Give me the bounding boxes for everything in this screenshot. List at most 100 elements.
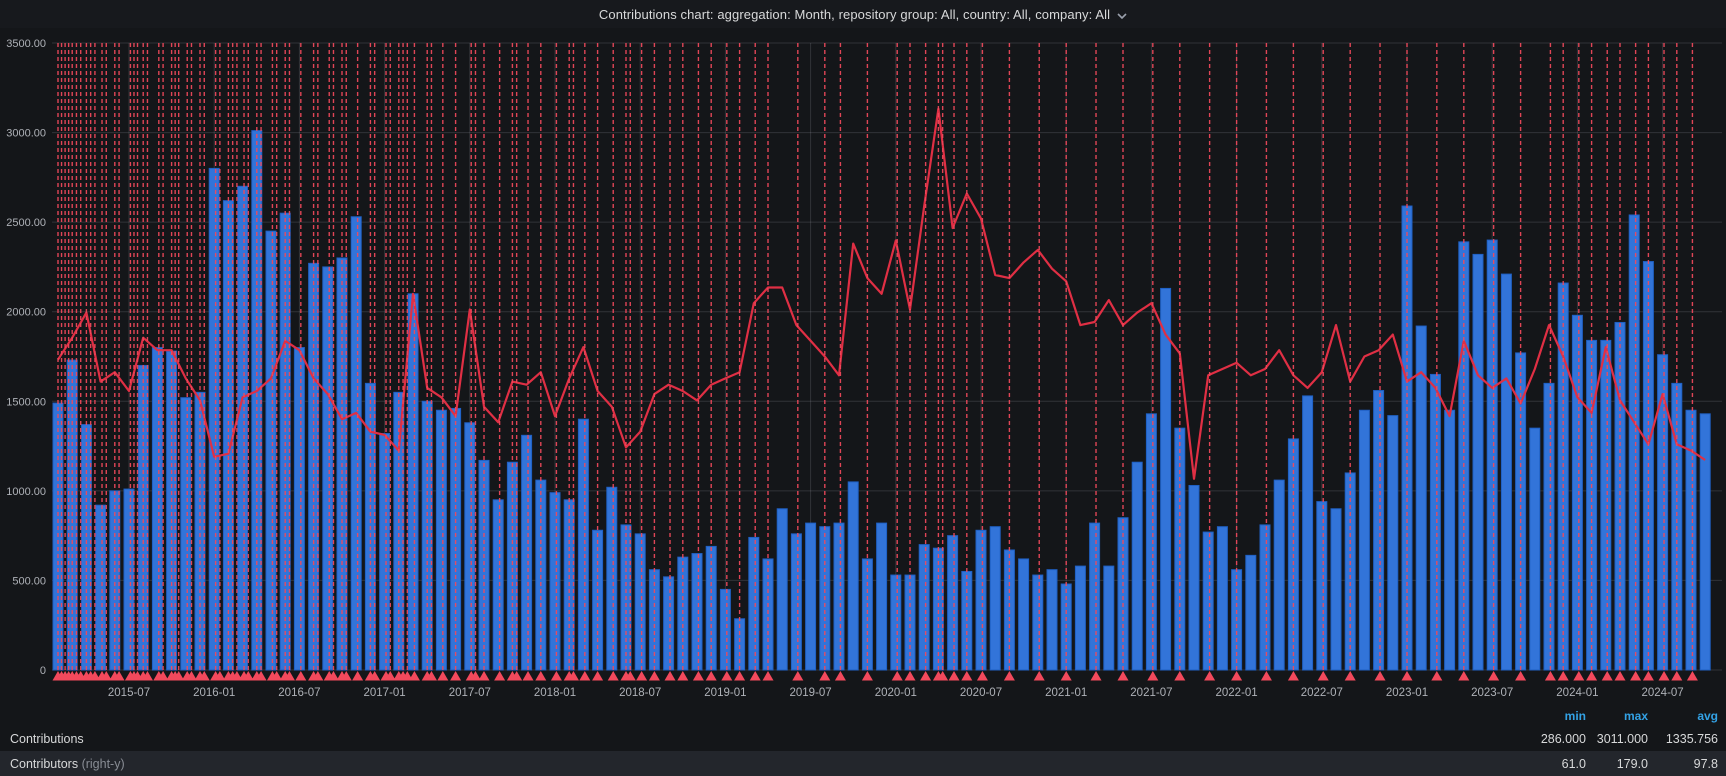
annotation-marker[interactable] — [113, 671, 125, 681]
annotation-marker[interactable] — [1260, 671, 1272, 681]
annotation-marker[interactable] — [450, 671, 462, 681]
bar[interactable] — [180, 397, 192, 671]
bar[interactable] — [393, 391, 405, 671]
bar[interactable] — [166, 350, 178, 671]
annotation-marker[interactable] — [1431, 671, 1443, 681]
annotation-marker[interactable] — [478, 671, 490, 681]
annotation-marker[interactable] — [437, 671, 449, 681]
bar[interactable] — [1145, 413, 1157, 671]
annotation-marker[interactable] — [1344, 671, 1356, 681]
annotation-marker[interactable] — [469, 671, 481, 681]
bar[interactable] — [606, 486, 618, 671]
bar[interactable] — [492, 499, 504, 671]
bar[interactable] — [663, 576, 675, 671]
annotation-marker[interactable] — [369, 671, 381, 681]
bar[interactable] — [350, 216, 362, 671]
annotation-marker[interactable] — [173, 671, 185, 681]
annotation-marker[interactable] — [425, 671, 437, 681]
annotation-marker[interactable] — [1458, 671, 1470, 681]
annotation-marker[interactable] — [705, 671, 717, 681]
legend-series-label[interactable]: Contributions — [10, 731, 84, 746]
bar[interactable] — [847, 481, 859, 671]
bar[interactable] — [322, 266, 334, 671]
bar[interactable] — [1074, 565, 1086, 671]
annotation-marker[interactable] — [1060, 671, 1072, 681]
bar[interactable] — [1628, 214, 1640, 671]
annotation-marker[interactable] — [762, 671, 774, 681]
bar[interactable] — [521, 434, 533, 671]
annotation-marker[interactable] — [1671, 671, 1683, 681]
annotation-marker[interactable] — [340, 671, 352, 681]
annotation-marker[interactable] — [511, 671, 523, 681]
annotation-marker[interactable] — [494, 671, 506, 681]
bar[interactable] — [1529, 427, 1541, 671]
bar[interactable] — [1245, 554, 1257, 671]
bar[interactable] — [1358, 409, 1370, 671]
annotation-marker[interactable] — [1488, 671, 1500, 681]
bar[interactable] — [634, 533, 646, 671]
bar[interactable] — [748, 536, 760, 671]
bar[interactable] — [1046, 569, 1058, 671]
time-series-chart[interactable]: 3500.00 3000.00 2500.00 2000.00 1500.00 1000.… — [0, 28, 1726, 705]
bar[interactable] — [975, 529, 987, 671]
legend-col-min[interactable]: min — [1564, 708, 1586, 723]
annotation-marker[interactable] — [861, 671, 873, 681]
annotation-marker[interactable] — [535, 671, 547, 681]
annotation-marker[interactable] — [352, 671, 364, 681]
bar[interactable] — [151, 347, 163, 671]
bar[interactable] — [1415, 325, 1427, 671]
annotation-marker[interactable] — [141, 671, 153, 681]
annotation-marker[interactable] — [408, 671, 420, 681]
annotation-marker[interactable] — [384, 671, 396, 681]
annotation-marker[interactable] — [1204, 671, 1216, 681]
bar[interactable] — [1188, 484, 1200, 671]
bar[interactable] — [1202, 531, 1214, 671]
annotation-marker[interactable] — [692, 671, 704, 681]
annotation-marker[interactable] — [976, 671, 988, 681]
bar[interactable] — [691, 553, 703, 671]
bar[interactable] — [407, 293, 419, 671]
bar[interactable] — [1089, 522, 1101, 671]
bar[interactable] — [1316, 501, 1328, 671]
annotation-marker[interactable] — [749, 671, 761, 681]
annotation-marker[interactable] — [1573, 671, 1585, 681]
bar[interactable] — [1486, 239, 1498, 671]
annotation-marker[interactable] — [937, 671, 949, 681]
legend-col-avg[interactable]: avg — [1697, 708, 1718, 723]
annotation-marker[interactable] — [1317, 671, 1329, 681]
annotation-marker[interactable] — [819, 671, 831, 681]
annotation-marker[interactable] — [1686, 671, 1698, 681]
annotation-marker[interactable] — [1003, 671, 1015, 681]
annotation-marker[interactable] — [157, 671, 169, 681]
bar[interactable] — [918, 544, 930, 671]
annotation-marker[interactable] — [677, 671, 689, 681]
annotation-marker[interactable] — [1557, 671, 1569, 681]
annotation-marker[interactable] — [834, 671, 846, 681]
annotation-marker[interactable] — [734, 671, 746, 681]
bar[interactable] — [989, 526, 1001, 671]
annotation-marker[interactable] — [214, 671, 226, 681]
bar[interactable] — [95, 504, 107, 671]
bar[interactable] — [1032, 574, 1044, 671]
annotation-marker[interactable] — [1630, 671, 1642, 681]
bar[interactable] — [1003, 549, 1015, 671]
annotation-marker[interactable] — [721, 671, 733, 681]
bar[interactable] — [1160, 287, 1172, 671]
annotation-marker[interactable] — [607, 671, 619, 681]
bar[interactable] — [833, 522, 845, 671]
annotation-marker[interactable] — [592, 671, 604, 681]
annotation-marker[interactable] — [242, 671, 254, 681]
bar[interactable] — [1216, 526, 1228, 671]
annotation-marker[interactable] — [1231, 671, 1243, 681]
annotation-marker[interactable] — [271, 671, 283, 681]
bar[interactable] — [237, 185, 249, 671]
annotation-marker[interactable] — [401, 671, 413, 681]
annotation-marker[interactable] — [1515, 671, 1527, 681]
annotation-marker[interactable] — [283, 671, 295, 681]
bar[interactable] — [592, 529, 604, 671]
bar[interactable] — [1444, 409, 1456, 671]
annotation-marker[interactable] — [100, 671, 112, 681]
bar[interactable] — [379, 433, 391, 671]
annotation-marker[interactable] — [1586, 671, 1598, 681]
annotation-marker[interactable] — [89, 671, 101, 681]
